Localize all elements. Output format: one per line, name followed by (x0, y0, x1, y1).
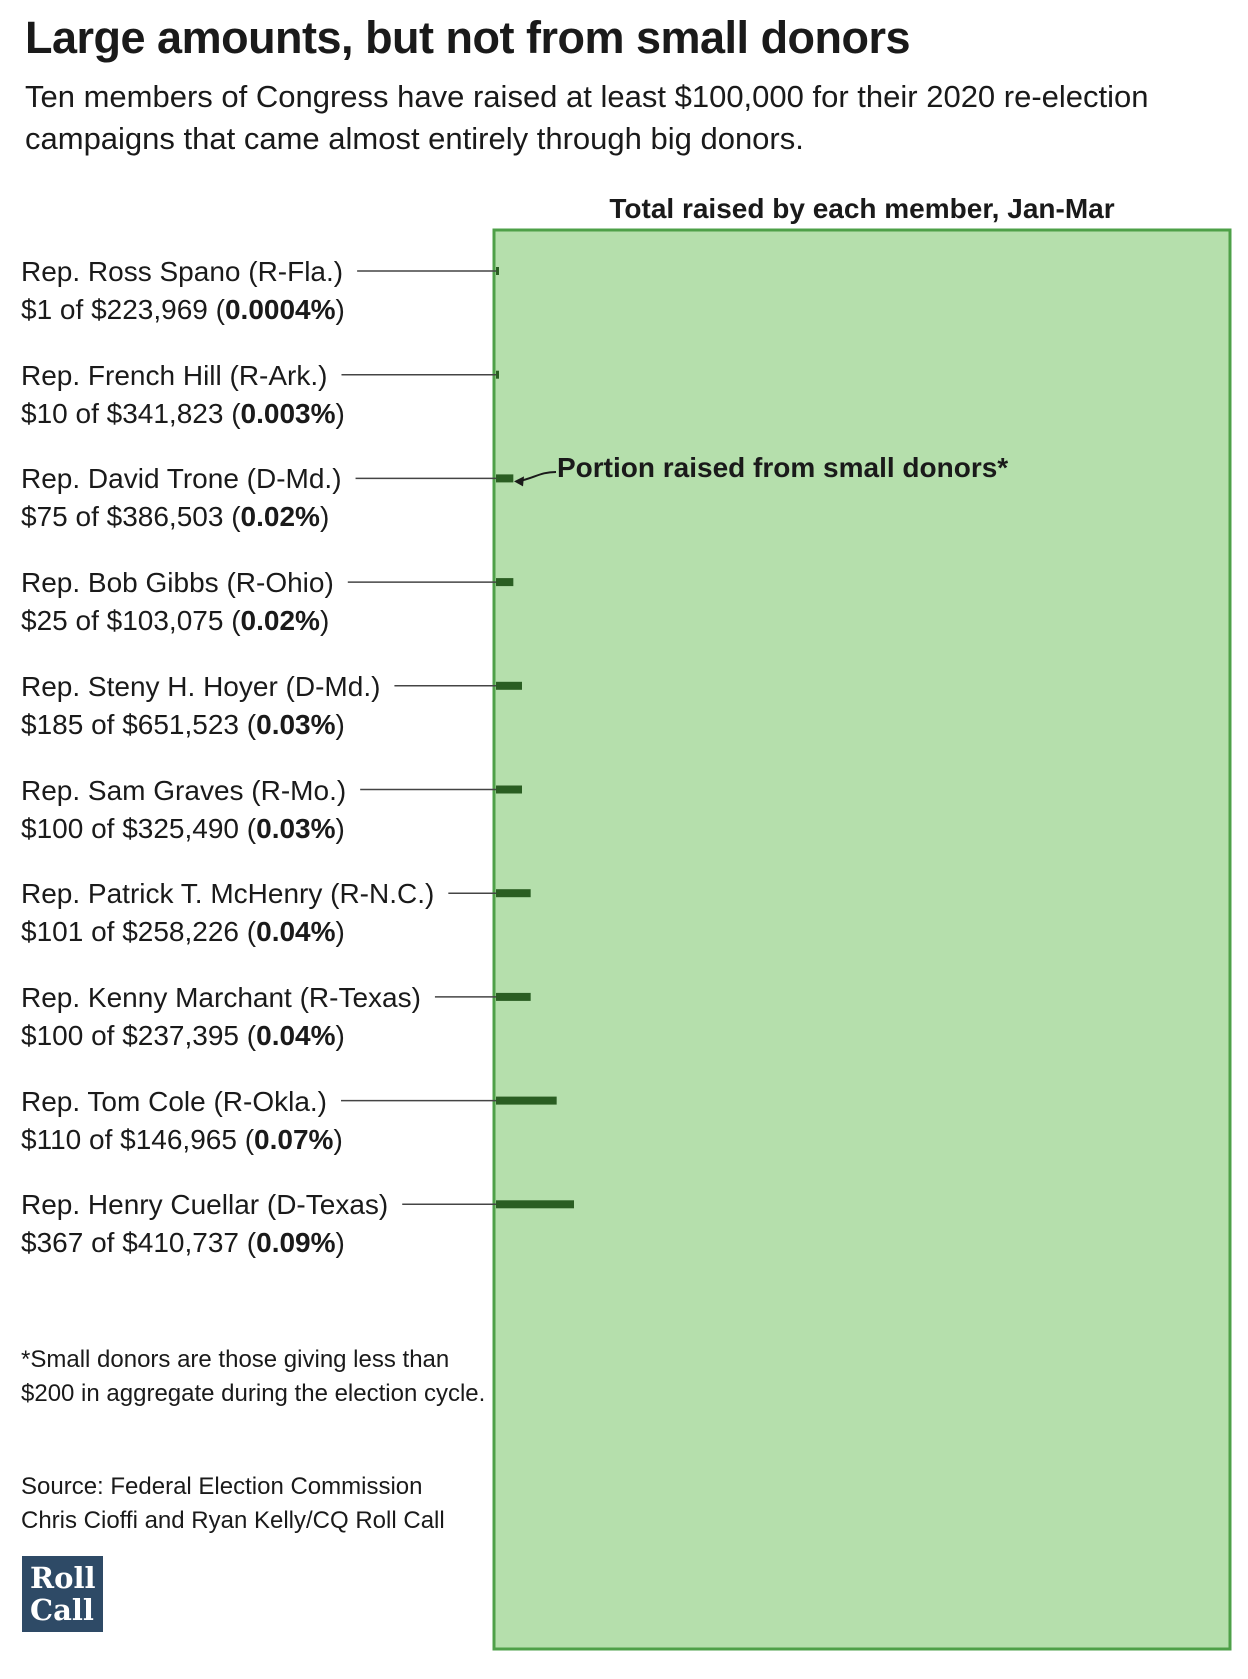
chart-header: Total raised by each member, Jan-Mar (609, 193, 1115, 224)
small-donor-bars (496, 267, 574, 1209)
member-label: Rep. Henry Cuellar (D-Texas) $367 of $410… (21, 1186, 388, 1262)
member-label: Rep. Bob Gibbs (R-Ohio) $25 of $103,075 (… (21, 564, 334, 640)
member-detail: $110 of $146,965 (0.07%) (21, 1123, 343, 1155)
small-donor-bar (496, 578, 514, 587)
small-donor-bar (496, 1200, 574, 1209)
percent-label: 0.02% (240, 501, 320, 533)
member-name: Rep. Sam Graves (R-Mo.) (21, 774, 347, 806)
small-donor-bar (496, 267, 499, 275)
small-amount: $101 (21, 916, 84, 948)
total-amount: $341,823 (106, 397, 224, 429)
footnote: *Small donors are those giving less than… (21, 1346, 486, 1407)
percent-label: 0.04% (256, 916, 336, 948)
member-detail: $101 of $258,226 (0.04%) (21, 916, 345, 948)
member-name: Rep. French Hill (R-Ark.) (21, 359, 328, 391)
small-donor-bar (496, 681, 522, 690)
total-amount: $146,965 (120, 1123, 237, 1155)
member-detail: $1 of $223,969 (0.0004%) (21, 294, 345, 325)
percent-label: 0.03% (256, 708, 336, 740)
member-name: Rep. Patrick T. McHenry (R-N.C.) (21, 878, 435, 910)
member-detail: $25 of $103,075 (0.02%) (21, 605, 330, 637)
annotation-arrow (514, 471, 557, 487)
member-label: Rep. Tom Cole (R-Okla.) $110 of $146,965 … (21, 1083, 343, 1159)
member-detail: $10 of $341,823 (0.003%) (21, 397, 345, 429)
small-donor-bar (496, 992, 531, 1001)
member-name: Rep. Bob Gibbs (R-Ohio) (21, 567, 334, 599)
small-donor-bar (496, 785, 522, 794)
source-credit: Source: Federal Election Commission Chri… (21, 1470, 501, 1538)
small-donor-bar (496, 474, 514, 483)
member-name: Rep. Kenny Marchant (R-Texas) (21, 981, 421, 1013)
percent-label: 0.09% (256, 1227, 336, 1259)
member-name: Rep. Steny H. Hoyer (D-Md.) (21, 670, 381, 702)
member-label: Rep. Steny H. Hoyer (D-Md.) $185 of $651,… (21, 668, 380, 744)
small-amount: $25 (21, 605, 68, 637)
total-amount: $258,226 (122, 916, 240, 948)
small-amount: $75 (21, 501, 68, 533)
total-amount: $651,523 (122, 708, 240, 740)
total-amount: $223,969 (91, 294, 208, 325)
percent-label: 0.04% (256, 1019, 336, 1051)
member-detail: $185 of $651,523 (0.03%) (21, 708, 345, 740)
small-donor-bar (496, 1096, 557, 1105)
percent-label: 0.0004% (224, 294, 336, 325)
member-label: Rep. Patrick T. McHenry (R-N.C.) $101 of … (21, 875, 434, 951)
leader-lines (341, 270, 496, 1206)
percent-label: 0.003% (240, 397, 336, 429)
source-line: Source: Federal Election Commission (21, 1473, 423, 1500)
annotation-small-donors: Portion raised from small donors* (557, 452, 1009, 483)
small-amount: $10 (21, 397, 68, 429)
member-label: Rep. Ross Spano (R-Fla.) $1 of $223,969 (… (21, 253, 345, 329)
member-label: Rep. David Trone (D-Md.) $75 of $386,503 … (21, 460, 342, 536)
member-detail: $75 of $386,503 (0.02%) (21, 501, 330, 533)
member-label: Rep. French Hill (R-Ark.) $10 of $341,823… (21, 357, 345, 433)
small-amount: $1 (21, 294, 53, 325)
member-name: Rep. Henry Cuellar (D-Texas) (21, 1189, 389, 1221)
percent-label: 0.02% (240, 605, 320, 637)
small-donor-bar (496, 370, 499, 379)
member-label: Rep. Sam Graves (R-Mo.) $100 of $325,490 … (21, 772, 346, 848)
chart-subtitle: Ten members of Congress have raised at l… (25, 79, 1149, 156)
small-amount: $367 (21, 1227, 84, 1259)
total-amount: $103,075 (106, 605, 224, 637)
total-raised-panel (492, 228, 1232, 1651)
roll-call-logo: Roll Call (22, 1556, 103, 1632)
member-label: Rep. Kenny Marchant (R-Texas) $100 of $23… (21, 979, 421, 1055)
member-name: Rep. David Trone (D-Md.) (21, 463, 342, 495)
percent-label: 0.03% (256, 812, 336, 844)
total-amount: $325,490 (122, 812, 240, 844)
member-name: Rep. Tom Cole (R-Okla.) (21, 1085, 328, 1117)
small-amount: $100 (21, 812, 84, 844)
credit-line: Chris Cioffi and Ryan Kelly/CQ Roll Call (21, 1507, 445, 1534)
small-amount: $100 (21, 1019, 84, 1051)
logo-line-1: Roll (30, 1561, 96, 1595)
small-amount: $110 (21, 1123, 82, 1155)
chart-title: Large amounts, but not from small donors (25, 12, 911, 63)
member-detail: $367 of $410,737 (0.09%) (21, 1227, 345, 1259)
small-amount: $185 (21, 708, 84, 740)
logo-line-2: Call (30, 1593, 94, 1627)
total-amount: $410,737 (122, 1227, 240, 1259)
member-detail: $100 of $237,395 (0.04%) (21, 1019, 345, 1051)
member-detail: $100 of $325,490 (0.03%) (21, 812, 345, 844)
total-amount: $237,395 (122, 1019, 240, 1051)
small-donor-bar (496, 889, 531, 898)
percent-label: 0.07% (254, 1123, 334, 1155)
member-name: Rep. Ross Spano (R-Fla.) (21, 256, 344, 287)
total-amount: $386,503 (106, 501, 224, 533)
arrowhead (514, 476, 524, 487)
